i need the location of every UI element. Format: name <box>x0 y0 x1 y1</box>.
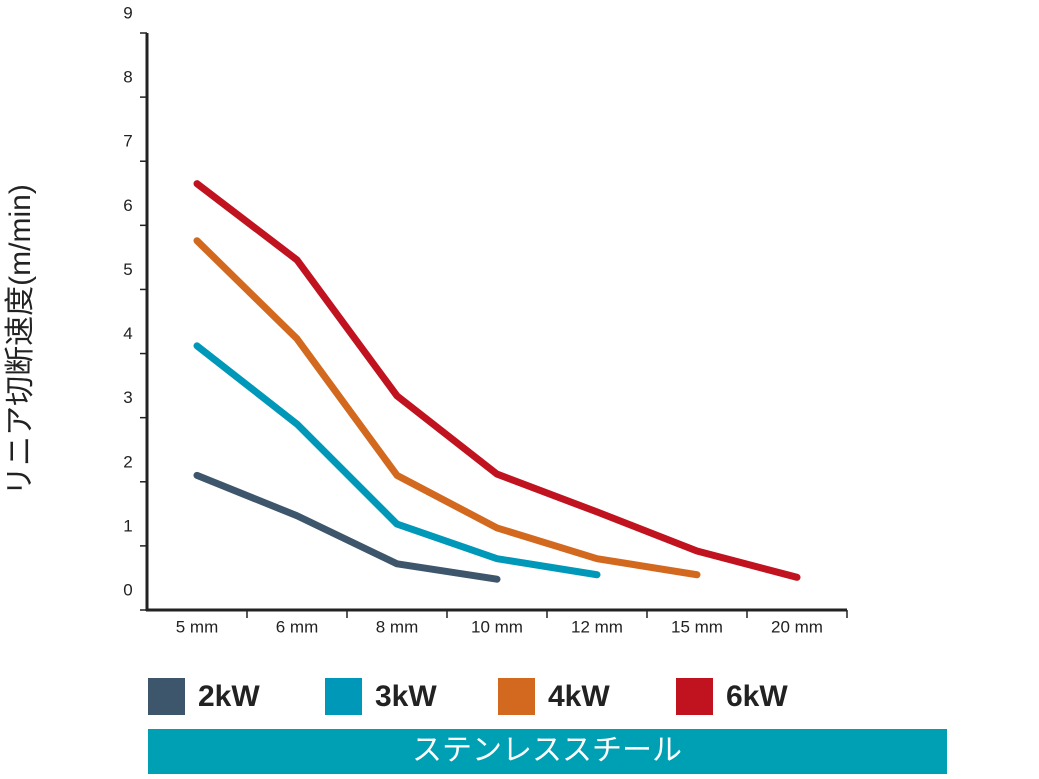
legend-swatch <box>498 678 535 715</box>
y-tick-label: 9 <box>123 3 132 22</box>
series-line <box>193 180 801 581</box>
y-tick-label: 5 <box>123 260 132 279</box>
series-line <box>193 471 501 583</box>
y-tick-label: 8 <box>123 68 132 87</box>
banner-label: ステンレススチール <box>412 734 682 767</box>
x-tick-label: 12 mm <box>571 617 623 636</box>
y-tick-label: 1 <box>123 516 132 535</box>
legend-label: 2kW <box>198 680 260 713</box>
series-line <box>193 342 601 579</box>
x-tick-label: 8 mm <box>376 617 419 636</box>
legend-label: 6kW <box>726 680 788 713</box>
legend-swatch <box>325 678 362 715</box>
x-tick-label: 6 mm <box>276 617 319 636</box>
x-tick-label: 5 mm <box>176 617 219 636</box>
y-tick-label: 4 <box>123 324 132 343</box>
y-tick-label: 0 <box>123 580 132 599</box>
series-line <box>193 237 701 579</box>
legend-label: 3kW <box>375 680 437 713</box>
legend-swatch <box>676 678 713 715</box>
x-tick-label: 20 mm <box>771 617 823 636</box>
y-axis-label: リニア切断速度(m/min) <box>4 184 37 496</box>
legend-label: 4kW <box>548 680 610 713</box>
banner <box>148 729 947 774</box>
x-tick-label: 15 mm <box>671 617 723 636</box>
y-tick-label: 2 <box>123 452 132 471</box>
y-tick-label: 6 <box>123 196 132 215</box>
x-tick-label: 10 mm <box>471 617 523 636</box>
y-tick-label: 3 <box>123 388 132 407</box>
legend-swatch <box>148 678 185 715</box>
y-tick-label: 7 <box>123 132 132 151</box>
